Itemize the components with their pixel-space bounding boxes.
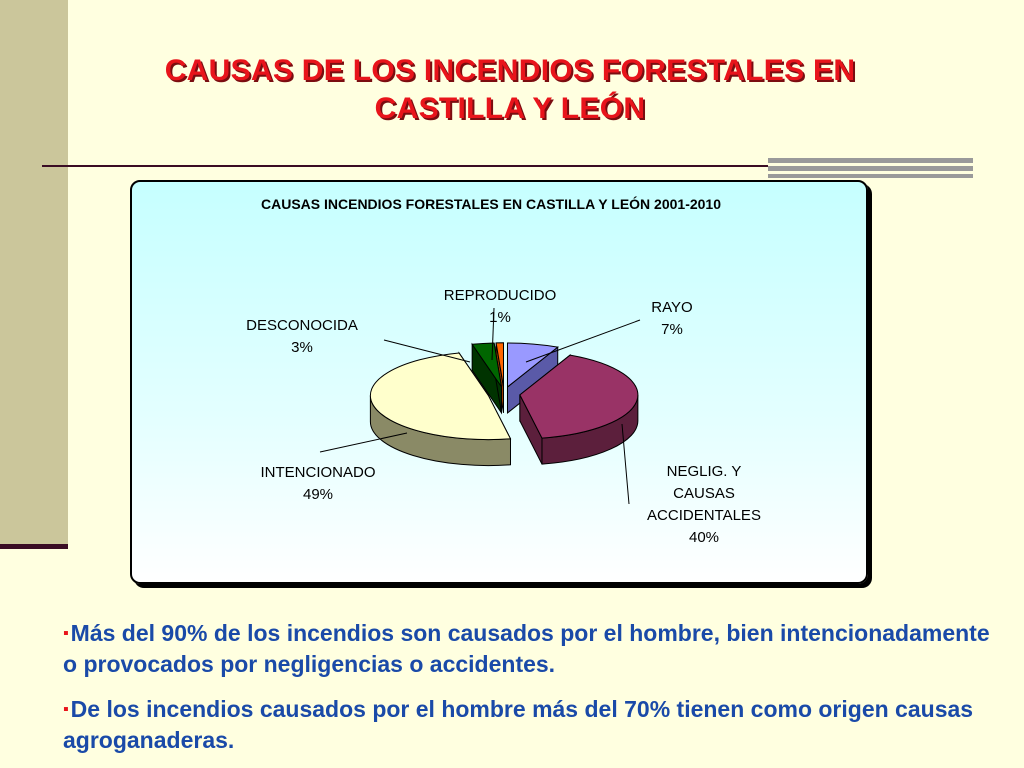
slice-label-line: INTENCIONADO <box>260 464 375 481</box>
slice-label-line: RAYO <box>651 299 692 316</box>
slice-top <box>369 352 512 441</box>
slice-label: NEGLIG. Y CAUSAS ACCIDENTALES 40% <box>647 463 761 546</box>
slice-label-line: 49% <box>303 486 333 503</box>
pie-chart: CAUSAS INCENDIOS FORESTALES EN CASTILLA … <box>246 195 761 546</box>
slide-title-line-1: CAUSAS DE LOS INCENDIOS FORESTALES EN <box>164 54 856 87</box>
bullet-marker-2: ▪ <box>63 701 69 718</box>
slice-labels: RAYO 7% NEGLIG. Y CAUSAS ACCIDENTALES 40% INTE… <box>246 287 761 546</box>
slice-label-line: REPRODUCIDO <box>444 287 557 304</box>
bullet-text-1: Más del 90% de los incendios son causado… <box>63 620 990 677</box>
slice-label-line: DESCONOCIDA <box>246 317 358 334</box>
left-decor-line <box>0 544 68 549</box>
pie-slice-desconocida <box>471 342 502 415</box>
bullet-text-2: De los incendios causados por el hombre … <box>63 696 974 753</box>
slide-title-line-2: CASTILLA Y LEÓN <box>374 92 646 125</box>
pie-slices <box>369 342 639 467</box>
chart-title: CAUSAS INCENDIOS FORESTALES EN CASTILLA … <box>261 195 721 212</box>
bullet-1: ▪Más del 90% de los incendios son causad… <box>63 618 998 679</box>
divider-accent <box>768 158 973 178</box>
leader-line <box>525 319 641 363</box>
slice-top <box>519 354 639 439</box>
slice-top <box>495 342 504 387</box>
title-divider <box>42 165 972 167</box>
leader-line <box>319 432 408 453</box>
pie-slice-intencionado <box>369 351 512 467</box>
leader-lines <box>319 307 641 505</box>
slice-label: DESCONOCIDA 3% <box>246 317 358 356</box>
pie-slice-neglig-y-causas-accidentales <box>519 354 639 465</box>
slice-label-line: ACCIDENTALES <box>647 507 761 524</box>
slice-label-line: 40% <box>689 529 719 546</box>
slice-label: INTENCIONADO 49% <box>260 464 375 503</box>
slice-label: RAYO 7% <box>651 299 692 338</box>
slice-label-line: 7% <box>661 321 683 338</box>
slice-label-line: CAUSAS <box>673 485 735 502</box>
leader-line <box>621 423 630 505</box>
leader-line <box>383 339 471 363</box>
left-decor-band <box>0 0 68 546</box>
slice-label: REPRODUCIDO 1% <box>444 287 557 326</box>
slice-top <box>506 342 559 389</box>
slice-label-line: 3% <box>291 339 313 356</box>
slice-label-line: NEGLIG. Y <box>667 463 742 480</box>
bullet-2: ▪De los incendios causados por el hombre… <box>63 694 998 755</box>
bullet-marker-1: ▪ <box>63 625 69 642</box>
slide-title: CAUSAS DE LOS INCENDIOS FORESTALES EN CA… <box>60 52 960 128</box>
chart-frame: CAUSAS INCENDIOS FORESTALES EN CASTILLA … <box>130 180 868 584</box>
slice-top <box>471 342 502 388</box>
leader-line <box>491 307 495 361</box>
slice-label-line: 1% <box>489 309 511 326</box>
